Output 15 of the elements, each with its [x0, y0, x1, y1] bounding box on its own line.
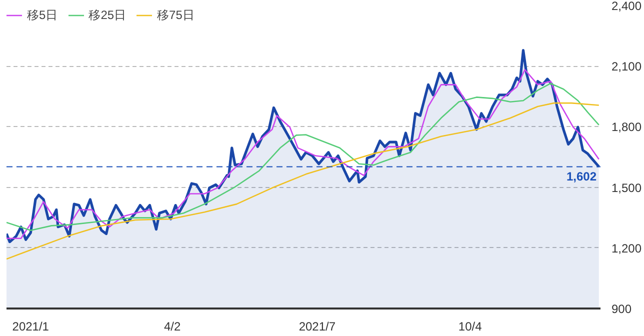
- legend-label: 移25日: [88, 6, 126, 24]
- ref-line-label: 1,602: [566, 170, 597, 184]
- x-tick-label: 2021/1: [12, 320, 50, 334]
- y-tick-label: 1,800: [612, 120, 642, 134]
- x-tick-label: 4/2: [164, 320, 181, 334]
- legend-label: 移5日: [27, 6, 58, 24]
- y-tick-label: 1,500: [612, 180, 642, 195]
- y-tick-label: 2,100: [612, 60, 642, 74]
- y-tick-label: 2,400: [612, 0, 642, 13]
- x-tick-label: 10/4: [458, 320, 482, 334]
- line-series: [6, 102, 600, 260]
- legend-label: 移75日: [157, 6, 194, 24]
- y-tick-label: 1,200: [612, 241, 642, 256]
- x-tick-label: 2021/7: [298, 320, 336, 334]
- y-tick-label: 900: [612, 302, 632, 316]
